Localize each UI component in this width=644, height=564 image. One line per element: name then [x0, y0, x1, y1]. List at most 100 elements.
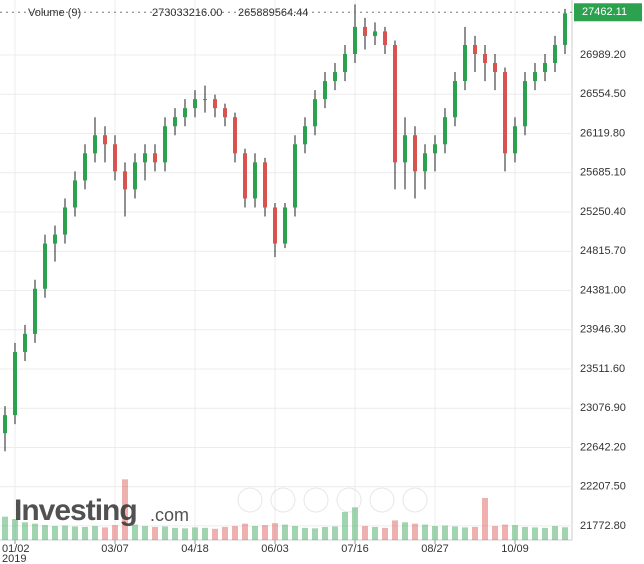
candle-body	[293, 144, 297, 208]
volume-bar	[362, 526, 368, 540]
candle-body	[273, 207, 277, 244]
volume-bar	[462, 527, 468, 540]
volume-layer	[2, 479, 568, 540]
candle-body	[243, 153, 247, 199]
candle-body	[163, 126, 167, 163]
x-tick-label: 04/18	[181, 543, 209, 555]
candle-body	[413, 135, 417, 172]
volume-bar	[322, 526, 328, 540]
candle-body	[403, 135, 407, 163]
candle-body	[143, 153, 147, 163]
volume-bar	[492, 526, 498, 540]
candle-body	[43, 243, 47, 289]
volume-bar	[412, 523, 418, 540]
volume-bar	[262, 525, 268, 540]
x-tick-label: 10/09	[501, 543, 529, 555]
volume-bar	[242, 523, 248, 540]
volume-bar	[2, 516, 8, 540]
grid	[0, 0, 572, 544]
logo-suffix: .com	[150, 505, 189, 525]
candle-body	[513, 126, 517, 154]
candle-body	[383, 31, 387, 45]
toolbar-button[interactable]	[303, 487, 329, 513]
candle-body	[173, 117, 177, 127]
candle-body	[113, 144, 117, 172]
candle-body	[33, 288, 37, 334]
candle-body	[123, 171, 127, 190]
volume-bar	[32, 523, 38, 540]
toolbar-button[interactable]	[270, 487, 296, 513]
candle-body	[303, 126, 307, 145]
candle-body	[233, 117, 237, 154]
volume-bar	[392, 520, 398, 540]
candle-body	[333, 72, 337, 82]
toolbar-button[interactable]	[336, 487, 362, 513]
volume-bar	[252, 526, 258, 540]
toolbar-button[interactable]	[237, 487, 263, 513]
candle-body	[553, 44, 557, 64]
y-tick-label: 26554.50	[580, 88, 626, 100]
logo: Investing	[14, 494, 137, 527]
candle-body	[523, 81, 527, 127]
volume-bar	[552, 526, 558, 540]
candle-body	[503, 72, 507, 154]
toolbar-button[interactable]	[402, 487, 428, 513]
y-tick-label: 23511.60	[580, 363, 625, 375]
y-tick-label: 23946.30	[580, 324, 626, 336]
candle-body	[3, 415, 7, 434]
candle-body	[343, 53, 347, 73]
volume-bar	[172, 527, 178, 540]
volume-bar	[192, 527, 198, 540]
volume-bar	[12, 519, 18, 540]
x-tick-label: 03/07	[101, 543, 129, 555]
volume-bar	[522, 526, 528, 540]
candle-body	[253, 162, 257, 199]
y-tick-label: 24381.00	[580, 284, 626, 296]
volume-bar	[222, 526, 228, 540]
y-tick-label: 22642.20	[580, 441, 626, 453]
candle-body	[353, 26, 357, 54]
y-tick-label: 25685.10	[580, 167, 626, 179]
candle-body	[483, 53, 487, 64]
volume-bar	[302, 527, 308, 540]
volume-bar	[272, 523, 278, 540]
candle-body	[153, 153, 157, 163]
candle-body	[23, 333, 27, 352]
volume-bar	[542, 527, 548, 540]
volume-bar	[52, 526, 58, 540]
volume-bar	[202, 527, 208, 540]
volume-bar	[232, 526, 238, 540]
volume-bar	[512, 525, 518, 540]
volume-bar	[422, 524, 428, 540]
volume-bar	[162, 526, 168, 540]
toolbar-button[interactable]	[369, 487, 395, 513]
candle-layer	[3, 4, 567, 452]
volume-bar	[62, 525, 68, 540]
volume-bar	[292, 526, 298, 540]
candle-body	[53, 234, 57, 244]
volume-bar	[112, 525, 118, 540]
candle-body	[473, 44, 477, 54]
volume-bar	[22, 522, 28, 540]
candle-body	[203, 99, 207, 101]
volume-bar	[452, 526, 458, 540]
candle-body	[183, 108, 187, 118]
candle-body	[453, 81, 457, 118]
volume-bar	[442, 525, 448, 540]
volume-label: Volume (9)	[28, 7, 81, 19]
candle-body	[433, 144, 437, 154]
candle-body	[133, 162, 137, 190]
candle-body	[443, 117, 447, 145]
y-tick-label: 22207.50	[580, 481, 626, 493]
candle-body	[103, 135, 107, 145]
volume-bar	[432, 526, 438, 540]
volume-bar	[532, 527, 538, 540]
candle-body	[493, 63, 497, 73]
volume-bar	[562, 527, 568, 540]
y-tick-label: 26989.20	[580, 49, 626, 61]
candle-body	[223, 108, 227, 118]
volume-bar	[282, 524, 288, 540]
price-tag	[574, 3, 642, 22]
